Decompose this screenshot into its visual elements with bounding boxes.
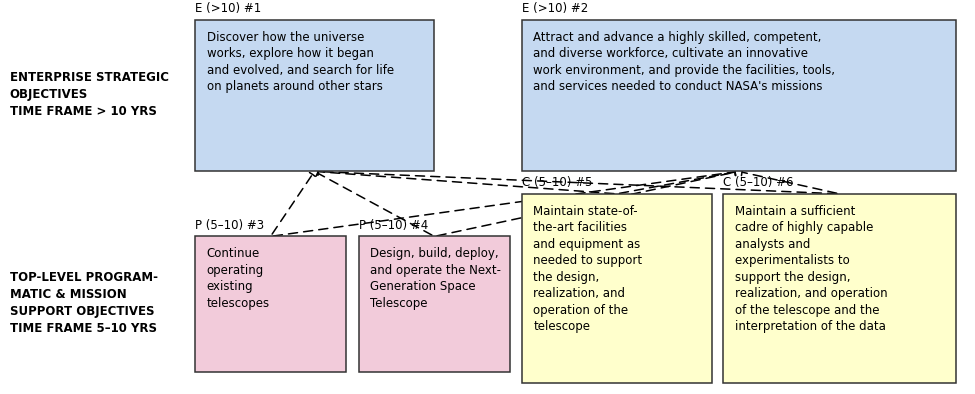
Text: P (5–10) #4: P (5–10) #4 [359, 219, 428, 232]
FancyBboxPatch shape [195, 236, 346, 372]
Text: E (>10) #2: E (>10) #2 [522, 2, 588, 15]
Text: TOP-LEVEL PROGRAM-
MATIC & MISSION
SUPPORT OBJECTIVES
TIME FRAME 5–10 YRS: TOP-LEVEL PROGRAM- MATIC & MISSION SUPPO… [10, 271, 158, 335]
FancyBboxPatch shape [522, 194, 712, 383]
FancyBboxPatch shape [359, 236, 510, 372]
Text: Continue
operating
existing
telescopes: Continue operating existing telescopes [207, 247, 270, 310]
Text: E (>10) #1: E (>10) #1 [195, 2, 261, 15]
FancyBboxPatch shape [723, 194, 956, 383]
Text: C (5–10) #6: C (5–10) #6 [723, 176, 794, 189]
FancyBboxPatch shape [195, 20, 434, 171]
Text: Discover how the universe
works, explore how it began
and evolved, and search fo: Discover how the universe works, explore… [207, 31, 394, 93]
Text: Attract and advance a highly skilled, competent,
and diverse workforce, cultivat: Attract and advance a highly skilled, co… [533, 31, 836, 93]
Text: Maintain state-of-
the-art facilities
and equipment as
needed to support
the des: Maintain state-of- the-art facilities an… [533, 205, 643, 333]
Text: ENTERPRISE STRATEGIC
OBJECTIVES
TIME FRAME > 10 YRS: ENTERPRISE STRATEGIC OBJECTIVES TIME FRA… [10, 71, 169, 118]
FancyBboxPatch shape [522, 20, 956, 171]
Text: C (5–10) #5: C (5–10) #5 [522, 176, 592, 189]
Text: P (5–10) #3: P (5–10) #3 [195, 219, 264, 232]
Text: Maintain a sufficient
cadre of highly capable
analysts and
experimentalists to
s: Maintain a sufficient cadre of highly ca… [735, 205, 888, 333]
Text: Design, build, deploy,
and operate the Next-
Generation Space
Telescope: Design, build, deploy, and operate the N… [370, 247, 501, 310]
